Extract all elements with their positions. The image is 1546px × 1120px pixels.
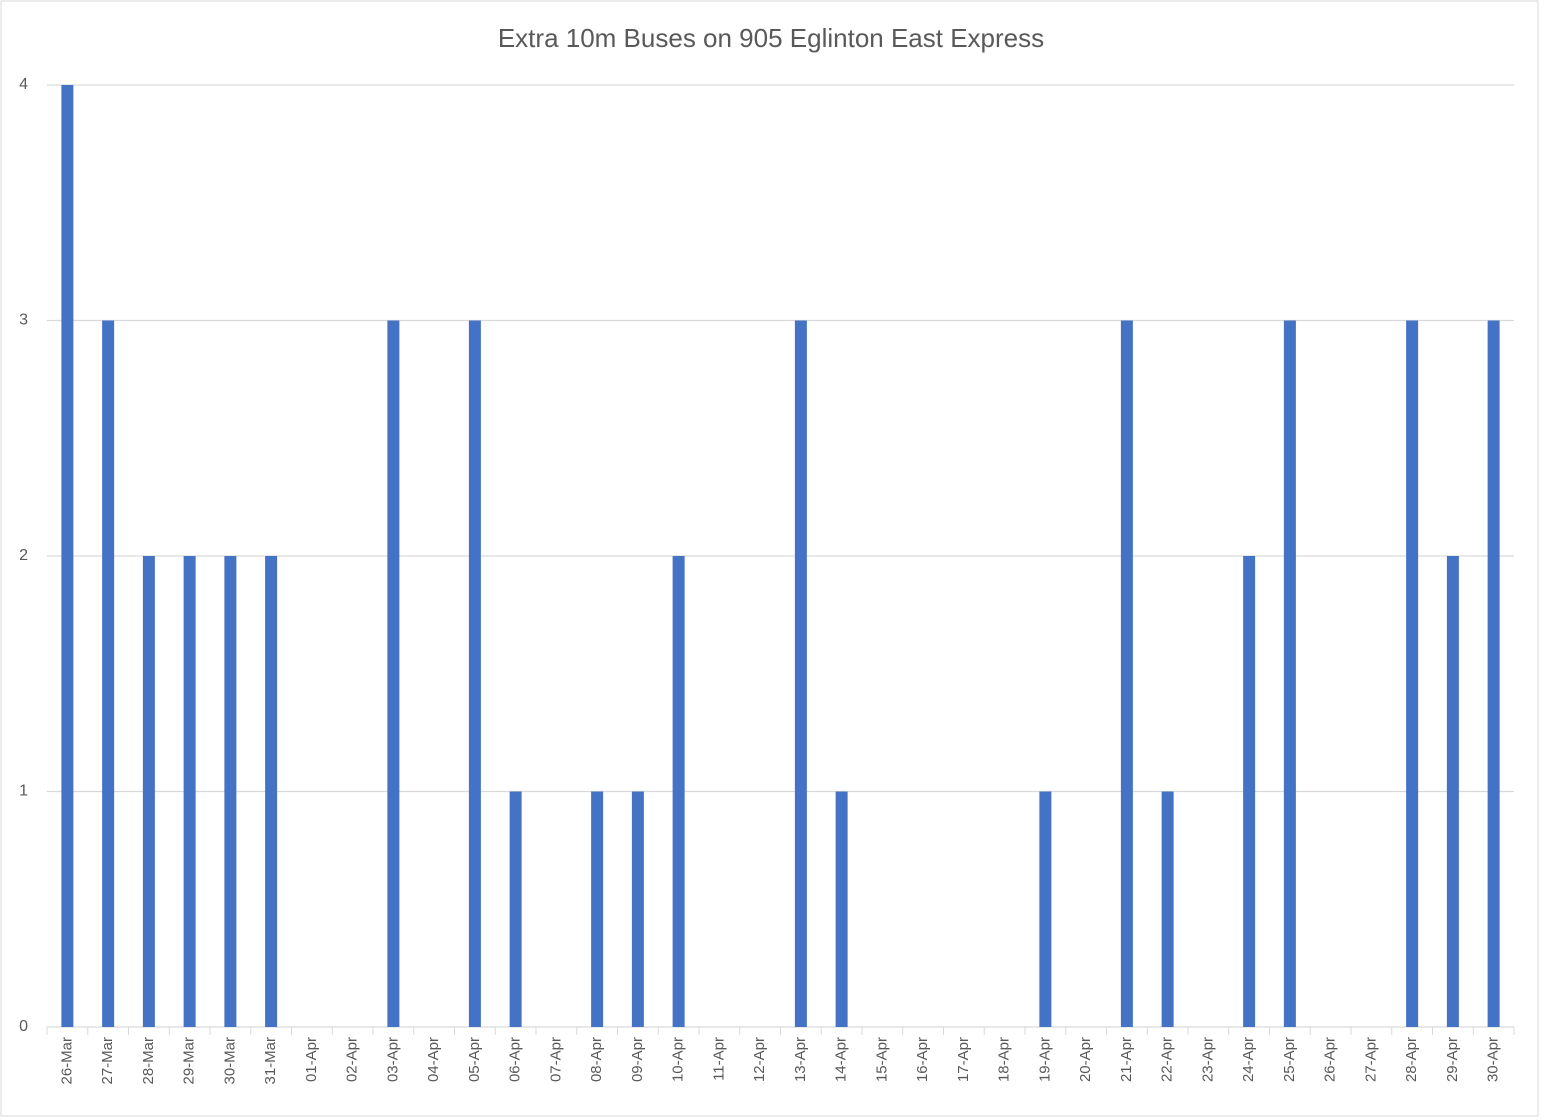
x-tick-label: 30-Apr — [1485, 1037, 1502, 1082]
x-tick-label: 10-Apr — [670, 1037, 687, 1082]
bar — [1406, 320, 1419, 1027]
y-tick-label: 4 — [19, 76, 28, 93]
bar — [183, 556, 196, 1027]
bar — [1487, 320, 1500, 1027]
bar — [794, 320, 807, 1027]
x-tick-label: 09-Apr — [629, 1037, 646, 1082]
bar — [265, 556, 278, 1027]
x-tick-label: 17-Apr — [955, 1037, 972, 1082]
x-tick-label: 27-Mar — [99, 1037, 116, 1085]
bar — [1283, 320, 1296, 1027]
bar — [1120, 320, 1133, 1027]
bar — [1243, 556, 1256, 1027]
bar — [672, 556, 685, 1027]
x-tick-label: 20-Apr — [1077, 1037, 1094, 1082]
bar — [61, 85, 74, 1027]
bar — [835, 791, 848, 1027]
x-tick-label: 16-Apr — [914, 1037, 931, 1082]
bar — [1161, 791, 1174, 1027]
x-tick-label: 19-Apr — [1036, 1037, 1053, 1082]
bar — [509, 791, 522, 1027]
x-tick-label: 23-Apr — [1199, 1037, 1216, 1082]
x-tick-label: 08-Apr — [588, 1037, 605, 1082]
x-tick-label: 28-Mar — [140, 1037, 157, 1085]
x-tick-label: 30-Mar — [221, 1037, 238, 1085]
x-tick-label: 24-Apr — [1240, 1037, 1257, 1082]
y-tick-label: 3 — [19, 312, 28, 329]
x-tick-label: 04-Apr — [425, 1037, 442, 1082]
bar — [1446, 556, 1459, 1027]
bar — [631, 791, 644, 1027]
x-tick-label: 29-Mar — [181, 1037, 198, 1085]
x-tick-label: 26-Mar — [58, 1037, 75, 1085]
bar — [142, 556, 155, 1027]
x-tick-label: 11-Apr — [710, 1037, 727, 1081]
x-tick-label: 02-Apr — [344, 1037, 361, 1082]
x-tick-label: 01-Apr — [303, 1037, 320, 1082]
x-tick-label: 22-Apr — [1159, 1037, 1176, 1082]
x-tick-label: 12-Apr — [751, 1037, 768, 1082]
bar — [591, 791, 604, 1027]
x-tick-label: 07-Apr — [547, 1037, 564, 1082]
x-tick-label: 27-Apr — [1362, 1037, 1379, 1082]
y-tick-label: 1 — [19, 783, 28, 800]
x-tick-label: 03-Apr — [384, 1037, 401, 1082]
bar — [468, 320, 481, 1027]
bar — [387, 320, 400, 1027]
bar — [102, 320, 115, 1027]
x-tick-label: 05-Apr — [466, 1037, 483, 1082]
x-tick-label: 21-Apr — [1118, 1037, 1135, 1082]
chart-title: Extra 10m Buses on 905 Eglinton East Exp… — [498, 23, 1044, 53]
x-tick-label: 13-Apr — [792, 1037, 809, 1082]
y-tick-label: 0 — [19, 1018, 28, 1035]
x-tick-label: 29-Apr — [1444, 1037, 1461, 1082]
bar — [224, 556, 237, 1027]
x-tick-label: 31-Mar — [262, 1037, 279, 1085]
y-tick-label: 2 — [19, 547, 28, 564]
x-tick-label: 25-Apr — [1281, 1037, 1298, 1082]
x-tick-label: 15-Apr — [873, 1037, 890, 1082]
bar — [1039, 791, 1052, 1027]
x-tick-label: 28-Apr — [1403, 1037, 1420, 1082]
x-tick-label: 14-Apr — [833, 1037, 850, 1082]
x-tick-label: 06-Apr — [507, 1037, 524, 1082]
x-tick-label: 26-Apr — [1322, 1037, 1339, 1082]
x-tick-label: 18-Apr — [996, 1037, 1013, 1082]
